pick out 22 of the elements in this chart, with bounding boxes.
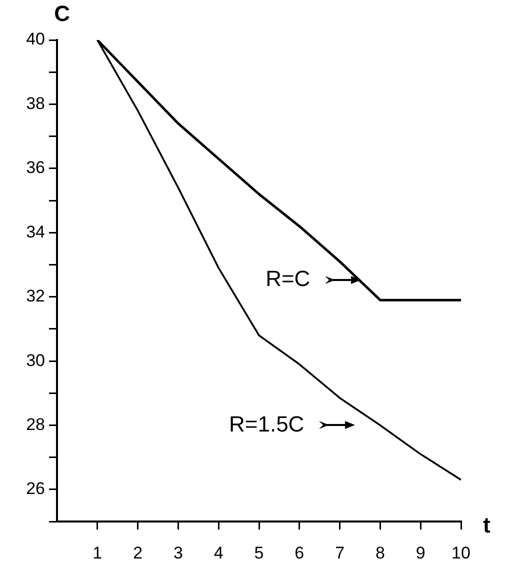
x-tick-label: 6 [294, 543, 304, 562]
x-tick-label: 10 [452, 543, 470, 562]
x-tick-label: 2 [133, 543, 143, 562]
y-tick-label: 34 [26, 222, 45, 242]
x-tick-label: 7 [335, 543, 345, 562]
x-tick-label: 8 [375, 543, 385, 562]
y-tick-label: 40 [26, 30, 45, 49]
x-tick-label: 1 [92, 543, 102, 562]
x-tick-label: 4 [214, 543, 224, 562]
x-tick-label: 3 [173, 543, 183, 562]
y-tick-label: 30 [26, 350, 45, 370]
x-tick-label: 9 [416, 543, 426, 562]
y-tick-label: 26 [26, 479, 45, 498]
y-tick-label: 28 [26, 414, 45, 434]
legend-label: R=1.5C [228, 411, 304, 436]
x-axis-title: t [483, 512, 491, 538]
legend-label: R=C [266, 266, 310, 292]
x-tick-label: 5 [254, 543, 264, 562]
y-tick-label: 36 [26, 158, 45, 178]
y-axis-title: C [54, 1, 70, 26]
y-tick-label: 32 [26, 286, 45, 306]
y-tick-label: 38 [26, 94, 45, 113]
